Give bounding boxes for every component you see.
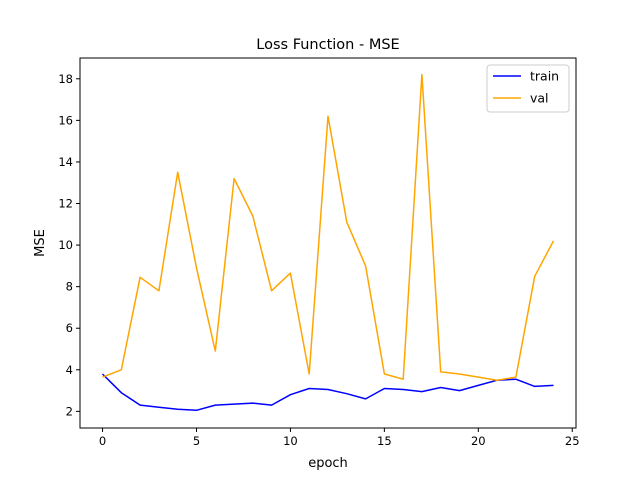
plot-area: 0 5 10 15 20 25 2 4 6 8 10 12 14 16 18 <box>58 57 580 448</box>
y-tick-label: 18 <box>58 72 73 86</box>
axes-frame <box>79 57 577 429</box>
legend: train val <box>486 64 570 113</box>
x-tick-label: 10 <box>283 434 298 448</box>
y-tick-label: 12 <box>58 197 73 211</box>
x-tick-label: 0 <box>99 434 106 448</box>
x-axis-label: epoch <box>308 456 348 471</box>
x-tick-label: 25 <box>565 434 580 448</box>
chart-title: Loss Function - MSE <box>256 37 399 53</box>
series-line-val <box>102 73 555 381</box>
legend-label-val: val <box>530 91 549 106</box>
series-lines <box>101 73 555 412</box>
y-axis-label: MSE <box>33 229 48 257</box>
y-tick-label: 16 <box>58 113 73 127</box>
y-tick-label: 14 <box>58 155 73 169</box>
x-axis-ticks: 0 5 10 15 20 25 <box>99 428 580 448</box>
y-tick-label: 10 <box>58 238 73 252</box>
y-tick-label: 2 <box>66 404 73 418</box>
x-tick-label: 15 <box>377 434 392 448</box>
y-tick-label: 4 <box>66 363 73 377</box>
x-tick-label: 20 <box>471 434 486 448</box>
y-axis-ticks: 2 4 6 8 10 12 14 16 18 <box>58 72 80 418</box>
legend-label-train: train <box>530 69 559 84</box>
series-line-train <box>101 373 554 412</box>
y-tick-label: 8 <box>66 280 73 294</box>
legend-items: train val <box>493 69 559 106</box>
y-tick-label: 6 <box>66 321 73 335</box>
x-tick-label: 5 <box>193 434 200 448</box>
